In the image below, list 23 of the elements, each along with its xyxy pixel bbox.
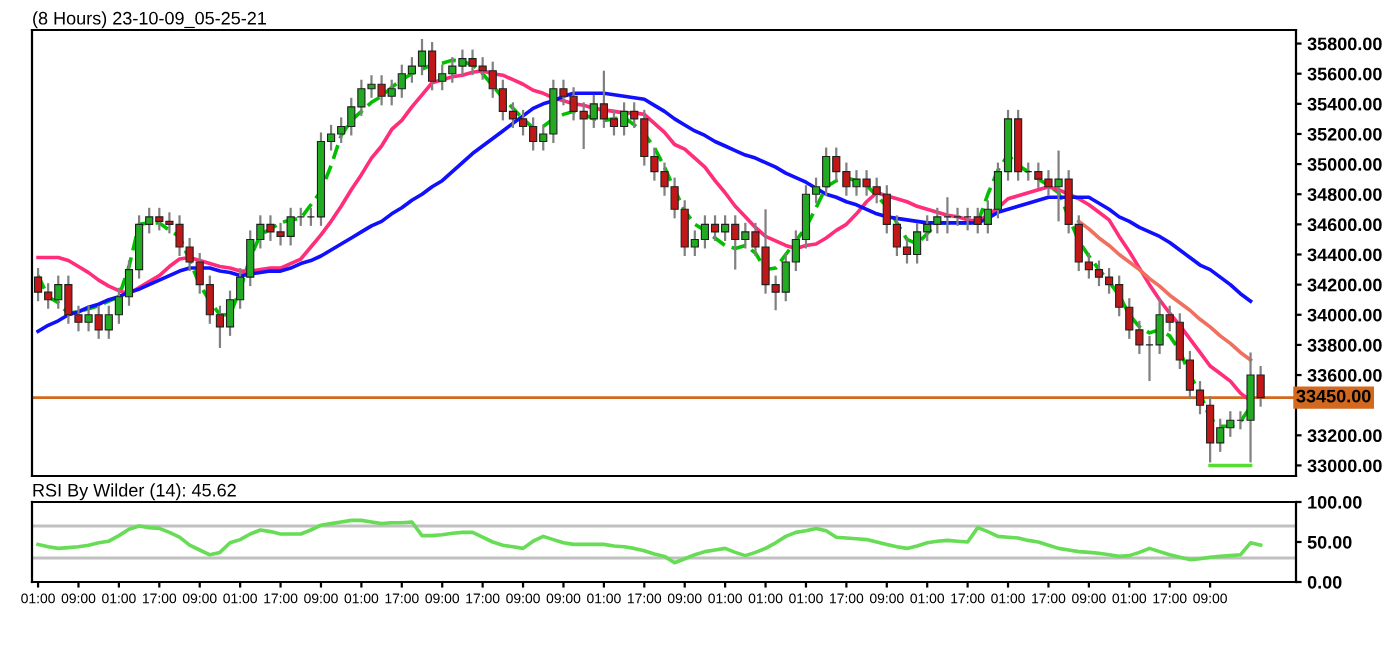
line-series bbox=[36, 518, 1263, 565]
line-series bbox=[36, 91, 1253, 334]
y-tick-label: 100.00 bbox=[1308, 495, 1362, 509]
y-tick-label: 33200.00 bbox=[1307, 429, 1382, 443]
y-tick-label: 35800.00 bbox=[1307, 37, 1382, 51]
y-tick-label: 35600.00 bbox=[1307, 67, 1382, 81]
y-tick-label: 34000.00 bbox=[1307, 308, 1382, 322]
y-tick-label: 35200.00 bbox=[1307, 127, 1382, 141]
y-tick-label: 35000.00 bbox=[1307, 158, 1382, 171]
chart-title: (8 Hours) 23-10-09_05-25-21 bbox=[33, 11, 266, 29]
y-tick-label: 35400.00 bbox=[1307, 97, 1382, 111]
y-tick-label: 34800.00 bbox=[1307, 188, 1382, 201]
line-series bbox=[1076, 219, 1253, 362]
y-tick-label: 0.00 bbox=[1307, 575, 1342, 589]
y-tick-label: 34200.00 bbox=[1307, 278, 1382, 292]
y-tick-label: 33800.00 bbox=[1307, 338, 1382, 352]
chart-title: RSI By Wilder (14): 45.62 bbox=[33, 483, 236, 501]
y-tick-label: 33600.00 bbox=[1307, 368, 1382, 382]
ref-line-label: 33450.00 bbox=[1296, 389, 1371, 403]
y-tick-label: 34600.00 bbox=[1307, 218, 1382, 232]
y-tick-label: 34400.00 bbox=[1307, 248, 1382, 262]
y-tick-label: 50.00 bbox=[1307, 535, 1352, 549]
y-tick-label: 33000.00 bbox=[1307, 459, 1382, 473]
